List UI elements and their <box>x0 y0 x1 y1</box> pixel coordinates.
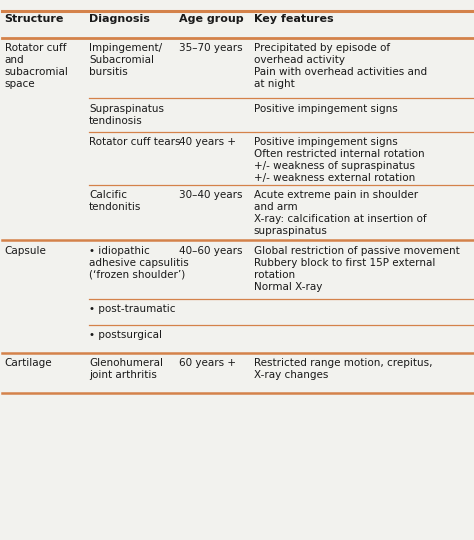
Text: 40 years +: 40 years + <box>179 137 236 147</box>
Text: Age group: Age group <box>179 14 244 24</box>
Text: Structure: Structure <box>5 14 64 24</box>
Text: Restricted range motion, crepitus,
X-ray changes: Restricted range motion, crepitus, X-ray… <box>254 358 432 380</box>
Text: Precipitated by episode of
overhead activity
Pain with overhead activities and
a: Precipitated by episode of overhead acti… <box>254 43 427 89</box>
Text: Calcific
tendonitis: Calcific tendonitis <box>89 190 141 212</box>
Text: Rotator cuff tears: Rotator cuff tears <box>89 137 181 147</box>
Text: • postsurgical: • postsurgical <box>89 330 162 340</box>
Text: Positive impingement signs
Often restricted internal rotation
+/- weakness of su: Positive impingement signs Often restric… <box>254 137 424 183</box>
Text: • idiopathic
adhesive capsulitis
(‘frozen shoulder’): • idiopathic adhesive capsulitis (‘froze… <box>89 246 189 280</box>
Text: Rotator cuff
and
subacromial
space: Rotator cuff and subacromial space <box>5 43 69 89</box>
Text: Diagnosis: Diagnosis <box>89 14 150 24</box>
Text: Positive impingement signs: Positive impingement signs <box>254 104 397 114</box>
Text: Impingement/
Subacromial
bursitis: Impingement/ Subacromial bursitis <box>89 43 162 77</box>
Text: 30–40 years: 30–40 years <box>179 190 243 200</box>
Text: Cartilage: Cartilage <box>5 358 52 368</box>
Text: Global restriction of passive movement
Rubbery block to first 15P external
rotat: Global restriction of passive movement R… <box>254 246 459 292</box>
Text: Supraspinatus
tendinosis: Supraspinatus tendinosis <box>89 104 164 126</box>
Text: Key features: Key features <box>254 14 333 24</box>
Text: Capsule: Capsule <box>5 246 46 256</box>
Text: • post-traumatic: • post-traumatic <box>89 304 175 314</box>
Text: 35–70 years: 35–70 years <box>179 43 243 53</box>
Text: 60 years +: 60 years + <box>179 358 236 368</box>
Text: 40–60 years: 40–60 years <box>179 246 243 256</box>
Text: Acute extreme pain in shoulder
and arm
X-ray: calcification at insertion of
supr: Acute extreme pain in shoulder and arm X… <box>254 190 426 236</box>
Text: Glenohumeral
joint arthritis: Glenohumeral joint arthritis <box>89 358 163 380</box>
